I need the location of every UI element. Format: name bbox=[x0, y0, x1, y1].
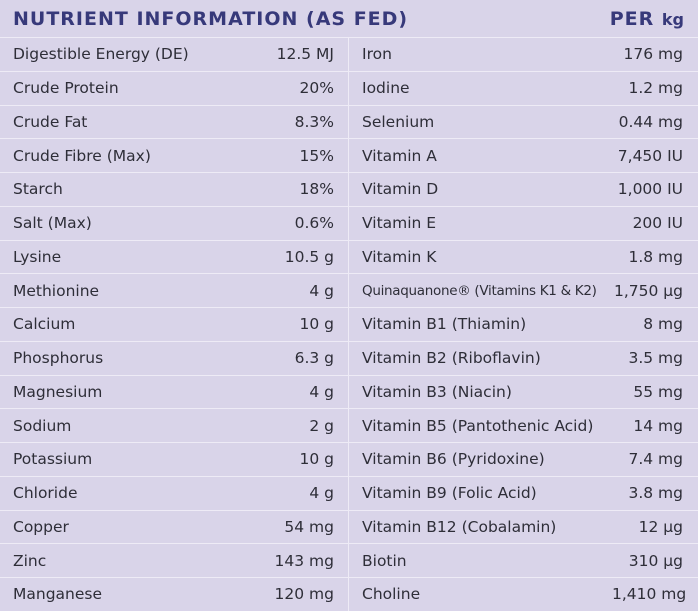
table-row: Zinc 143 mg Biotin 310 µg bbox=[0, 543, 698, 578]
nutrient-amount: 1.8 mg bbox=[612, 239, 698, 274]
nutrient-amount: 143 mg bbox=[243, 543, 349, 578]
nutrient-name: Vitamin D bbox=[348, 172, 612, 207]
table-row: Lysine 10.5 g Vitamin K 1.8 mg bbox=[0, 239, 698, 274]
table-row: Potassium 10 g Vitamin B6 (Pyridoxine) 7.4 … bbox=[0, 442, 698, 477]
nutrient-amount: 12.5 MJ bbox=[243, 37, 349, 72]
table-row: Magnesium 4 g Vitamin B3 (Niacin) 55 mg bbox=[0, 374, 698, 409]
nutrient-name: Calcium bbox=[0, 307, 243, 342]
nutrient-name: Digestible Energy (DE) bbox=[0, 37, 243, 72]
nutrient-name: Vitamin B1 (Thiamin) bbox=[348, 307, 612, 342]
nutrient-name: Vitamin E bbox=[348, 205, 612, 240]
table-row: Calcium 10 g Vitamin B1 (Thiamin) 8 mg bbox=[0, 307, 698, 342]
nutrient-name: Vitamin B12 (Cobalamin) bbox=[348, 509, 612, 544]
nutrient-name: Vitamin B3 (Niacin) bbox=[348, 374, 612, 409]
nutrient-amount: 10 g bbox=[243, 307, 349, 342]
nutrient-name: Vitamin B6 (Pyridoxine) bbox=[348, 442, 612, 477]
nutrient-amount: 0.6% bbox=[243, 205, 349, 240]
table-row: Sodium 2 g Vitamin B5 (Pantothenic Acid) 14… bbox=[0, 408, 698, 443]
nutrient-name: Sodium bbox=[0, 408, 243, 443]
nutrient-name: Iron bbox=[348, 37, 612, 72]
table-row: Crude Fat 8.3% Selenium 0.44 mg bbox=[0, 104, 698, 139]
nutrient-name: Vitamin K bbox=[348, 239, 612, 274]
table-row: Digestible Energy (DE) 12.5 MJ Iron 176 mg bbox=[0, 37, 698, 72]
nutrient-name: Vitamin A bbox=[348, 138, 612, 173]
unit-heading: PER kg bbox=[610, 8, 684, 30]
nutrient-table: Digestible Energy (DE) 12.5 MJ Iron 176 mg C… bbox=[0, 37, 698, 611]
nutrient-name: Potassium bbox=[0, 442, 243, 477]
table-row: Starch 18% Vitamin D 1,000 IU bbox=[0, 172, 698, 207]
nutrient-name: Selenium bbox=[348, 104, 612, 139]
nutrient-amount: 1,410 mg bbox=[612, 576, 698, 611]
table-row: Chloride 4 g Vitamin B9 (Folic Acid) 3.8 mg bbox=[0, 475, 698, 510]
table-row: Salt (Max) 0.6% Vitamin E 200 IU bbox=[0, 205, 698, 240]
nutrient-amount: 12 µg bbox=[612, 509, 698, 544]
nutrient-amount: 6.3 g bbox=[243, 340, 349, 375]
table-row: Methionine 4 g Quinaquanone® (Vitamins K1 … bbox=[0, 273, 698, 308]
nutrient-amount: 7.4 mg bbox=[612, 442, 698, 477]
nutrient-name: Vitamin B9 (Folic Acid) bbox=[348, 475, 612, 510]
nutrient-name: Phosphorus bbox=[0, 340, 243, 375]
nutrient-name: Crude Protein bbox=[0, 70, 243, 105]
nutrient-name: Vitamin B5 (Pantothenic Acid) bbox=[348, 408, 612, 443]
nutrient-amount: 10.5 g bbox=[243, 239, 349, 274]
nutrient-name: Salt (Max) bbox=[0, 205, 243, 240]
nutrient-amount: 54 mg bbox=[243, 509, 349, 544]
nutrient-name: Magnesium bbox=[0, 374, 243, 409]
nutrient-amount: 20% bbox=[243, 70, 349, 105]
nutrient-amount: 2 g bbox=[243, 408, 349, 443]
nutrient-name: Iodine bbox=[348, 70, 612, 105]
nutrient-amount: 7,450 IU bbox=[612, 138, 698, 173]
table-row: Phosphorus 6.3 g Vitamin B2 (Riboflavin) 3.… bbox=[0, 340, 698, 375]
nutrient-amount: 10 g bbox=[243, 442, 349, 477]
nutrient-amount: 8 mg bbox=[612, 307, 698, 342]
nutrient-amount: 120 mg bbox=[243, 576, 349, 611]
nutrient-amount: 310 µg bbox=[612, 543, 698, 578]
nutrient-name: Biotin bbox=[348, 543, 612, 578]
nutrient-amount: 3.5 mg bbox=[612, 340, 698, 375]
nutrient-amount: 15% bbox=[243, 138, 349, 173]
unit-prefix: PER bbox=[609, 7, 655, 30]
nutrient-amount: 18% bbox=[243, 172, 349, 207]
title: NUTRIENT INFORMATION (AS FED) bbox=[13, 7, 409, 30]
unit: kg bbox=[661, 9, 684, 29]
nutrient-name: Zinc bbox=[0, 543, 243, 578]
nutrient-name: Copper bbox=[0, 509, 243, 544]
nutrient-amount: 4 g bbox=[243, 374, 349, 409]
nutrient-amount: 176 mg bbox=[612, 37, 698, 72]
nutrient-name: Crude Fibre (Max) bbox=[0, 138, 243, 173]
nutrient-amount: 8.3% bbox=[243, 104, 349, 139]
nutrient-name: Vitamin B2 (Riboflavin) bbox=[348, 340, 612, 375]
nutrient-name: Choline bbox=[348, 576, 612, 611]
nutrient-amount: 3.8 mg bbox=[612, 475, 698, 510]
table-row: Copper 54 mg Vitamin B12 (Cobalamin) 12 µg bbox=[0, 509, 698, 544]
nutrient-name: Crude Fat bbox=[0, 104, 243, 139]
nutrient-amount: 4 g bbox=[243, 475, 349, 510]
nutrient-amount: 55 mg bbox=[612, 374, 698, 409]
nutrient-amount: 1,000 IU bbox=[612, 172, 698, 207]
nutrient-amount: 200 IU bbox=[612, 205, 698, 240]
nutrient-amount: 1.2 mg bbox=[612, 70, 698, 105]
nutrient-amount: 4 g bbox=[243, 273, 349, 308]
nutrient-amount: 1,750 µg bbox=[612, 273, 698, 308]
nutrient-name: Quinaquanone® (Vitamins K1 & K2) bbox=[348, 273, 612, 308]
nutrient-name: Methionine bbox=[0, 273, 243, 308]
nutrient-name: Manganese bbox=[0, 576, 243, 611]
header: NUTRIENT INFORMATION (AS FED) PER kg bbox=[13, 0, 684, 37]
table-row: Crude Fibre (Max) 15% Vitamin A 7,450 IU bbox=[0, 138, 698, 173]
nutrient-name: Lysine bbox=[0, 239, 243, 274]
nutrient-amount: 14 mg bbox=[612, 408, 698, 443]
nutrient-name: Starch bbox=[0, 172, 243, 207]
nutrient-name: Chloride bbox=[0, 475, 243, 510]
nutrient-amount: 0.44 mg bbox=[612, 104, 698, 139]
table-row: Manganese 120 mg Choline 1,410 mg bbox=[0, 576, 698, 611]
table-row: Crude Protein 20% Iodine 1.2 mg bbox=[0, 70, 698, 105]
